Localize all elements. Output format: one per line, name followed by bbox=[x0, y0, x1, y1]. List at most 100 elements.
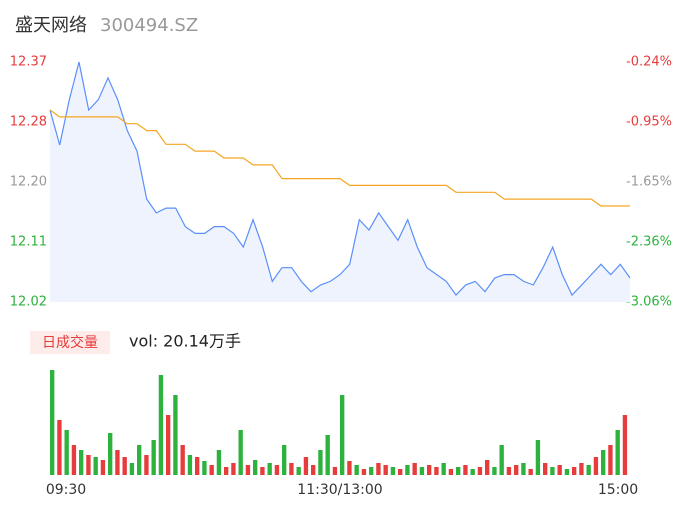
volume-bar bbox=[79, 450, 84, 475]
y2-tick-label: -0.24% bbox=[626, 55, 672, 70]
y2-tick-label: -2.36% bbox=[626, 235, 672, 250]
x-tick-label: 11:30/13:00 bbox=[297, 482, 382, 498]
volume-bar bbox=[376, 463, 381, 475]
volume-bar bbox=[564, 469, 570, 475]
volume-bar bbox=[166, 415, 171, 475]
x-tick-label: 09:30 bbox=[46, 482, 86, 498]
volume-bar bbox=[129, 463, 135, 475]
y2-tick-label: -0.95% bbox=[626, 115, 672, 130]
volume-bar bbox=[615, 430, 620, 475]
volume-bar bbox=[224, 467, 229, 475]
volume-bar bbox=[122, 457, 127, 475]
volume-bar bbox=[456, 467, 461, 475]
volume-bar bbox=[238, 430, 243, 475]
volume-bar bbox=[492, 467, 497, 475]
volume-text: vol: 20.14万手 bbox=[129, 332, 241, 351]
volume-bar bbox=[608, 445, 613, 475]
volume-bar bbox=[550, 467, 555, 475]
volume-bar bbox=[115, 450, 120, 475]
volume-bar bbox=[579, 463, 584, 475]
volume-bar bbox=[506, 467, 512, 475]
volume-bar bbox=[601, 450, 606, 475]
volume-bar bbox=[325, 435, 330, 475]
volume-bar bbox=[144, 455, 149, 475]
volume-bar bbox=[202, 461, 207, 475]
y2-tick-label: -3.06% bbox=[626, 295, 672, 310]
volume-bar bbox=[622, 415, 628, 475]
volume-bar bbox=[528, 469, 533, 475]
volume-bar bbox=[347, 461, 352, 475]
volume-bar bbox=[311, 465, 316, 475]
volume-bar bbox=[470, 469, 475, 475]
volume-bar bbox=[282, 445, 287, 475]
volume-bar bbox=[434, 467, 439, 475]
volume-bar bbox=[332, 467, 338, 475]
volume-bar bbox=[158, 375, 164, 475]
legend-box bbox=[30, 331, 110, 354]
volume-bar bbox=[187, 455, 193, 475]
y2-tick-label: -1.65% bbox=[626, 175, 672, 190]
volume-bar bbox=[361, 469, 367, 475]
volume-bar bbox=[535, 440, 541, 475]
price-area bbox=[50, 62, 630, 302]
y-tick-label: 12.11 bbox=[10, 235, 47, 250]
volume-bar bbox=[593, 457, 599, 475]
volume-bar bbox=[260, 467, 265, 475]
volume-bar bbox=[427, 465, 432, 475]
volume-bar bbox=[514, 465, 519, 475]
volume-bar bbox=[274, 465, 280, 475]
volume-bar bbox=[543, 463, 548, 475]
volume-bar bbox=[354, 465, 359, 475]
y-tick-label: 12.37 bbox=[10, 55, 47, 70]
volume-bar bbox=[521, 463, 526, 475]
volume-bar bbox=[412, 463, 417, 475]
volume-bar bbox=[50, 370, 55, 475]
volume-bar bbox=[108, 433, 113, 475]
volume-bar bbox=[586, 465, 591, 475]
volume-bar bbox=[441, 463, 446, 475]
volume-bar bbox=[93, 457, 98, 475]
volume-bar bbox=[383, 465, 388, 475]
volume-bar bbox=[485, 460, 490, 475]
volume-bar bbox=[340, 395, 345, 475]
y-tick-label: 12.28 bbox=[10, 115, 47, 130]
series-line bbox=[49, 61, 631, 297]
volume-bar bbox=[173, 395, 178, 475]
volume-bar bbox=[405, 465, 410, 475]
volume-bar bbox=[267, 463, 272, 475]
volume-bar bbox=[64, 430, 69, 475]
volume-bar bbox=[419, 467, 425, 475]
y-tick-label: 12.20 bbox=[10, 175, 47, 190]
legend-label: 日成交量 bbox=[42, 334, 98, 351]
volume-bar bbox=[86, 455, 91, 475]
volume-bar bbox=[477, 467, 483, 475]
volume-bar bbox=[318, 450, 323, 475]
volume-bar bbox=[180, 445, 185, 475]
volume-bar bbox=[499, 445, 504, 475]
series-line bbox=[49, 109, 630, 207]
volume-bar bbox=[137, 445, 142, 475]
volume-bar bbox=[245, 465, 251, 475]
stock-name: 盛天网络 bbox=[15, 15, 87, 36]
volume-bar bbox=[398, 469, 403, 475]
volume-bar bbox=[369, 467, 374, 475]
volume-bar bbox=[448, 469, 454, 475]
y-tick-label: 12.02 bbox=[10, 295, 47, 310]
volume-bar bbox=[296, 467, 301, 475]
volume-bar bbox=[195, 457, 200, 475]
volume-bar bbox=[289, 463, 294, 475]
volume-bar bbox=[71, 445, 77, 475]
volume-bar bbox=[209, 465, 214, 475]
volume-bar bbox=[557, 465, 562, 475]
x-tick-label: 15:00 bbox=[598, 482, 638, 498]
volume-bar bbox=[216, 450, 222, 475]
volume-bar bbox=[151, 440, 156, 475]
volume-bar bbox=[231, 463, 236, 475]
volume-bar bbox=[100, 460, 106, 475]
volume-bar bbox=[463, 465, 468, 475]
volume-bar bbox=[57, 420, 62, 475]
volume-bar bbox=[572, 467, 577, 475]
stock-code: 300494.SZ bbox=[100, 15, 198, 36]
